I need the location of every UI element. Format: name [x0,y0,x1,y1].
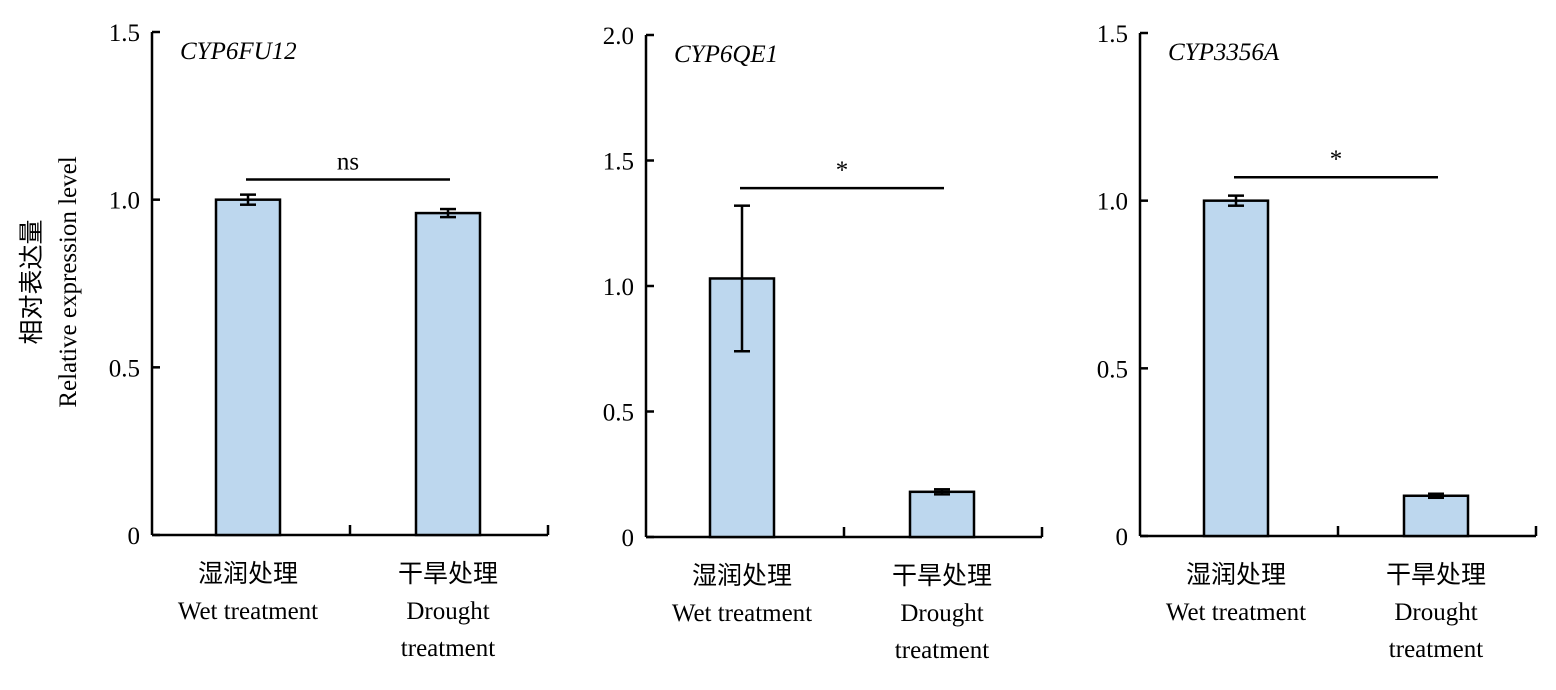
bar [414,211,482,537]
bar [1402,494,1470,538]
y-tick-label: 1.0 [109,188,140,215]
y-tick-label: 1.0 [1097,189,1128,216]
category-label: treatment [1389,636,1483,663]
category-label: treatment [401,635,495,662]
bar [908,490,976,539]
panel-title: CYP6QE1 [674,41,778,68]
y-tick-label: 1.5 [109,20,140,47]
significance-label: * [836,157,849,184]
panel-title: CYP6FU12 [180,38,297,65]
category-label: Drought [900,600,983,627]
category-label: treatment [895,637,989,664]
bar [1202,199,1270,538]
category-label: Drought [406,598,489,625]
category-label: 湿润处理 [692,562,792,590]
y-tick-label: 1.5 [603,149,634,176]
category-label: 湿润处理 [1186,561,1286,589]
y-tick-label: 0.5 [1097,356,1128,383]
category-label: Wet treatment [1166,599,1306,626]
category-label: 干旱处理 [1386,561,1486,589]
bar [214,198,282,537]
category-label: Drought [1394,599,1477,626]
category-label: 干旱处理 [398,560,498,588]
y-axis-label-cn: 相对表达量 [18,219,46,344]
y-tick-label: 2.0 [603,23,634,50]
significance-label: * [1330,146,1343,173]
y-tick-label: 1.0 [603,274,634,301]
y-axis-label-en: Relative expression level [55,156,82,407]
significance-label: ns [337,149,359,176]
category-label: Wet treatment [672,600,812,627]
y-tick-label: 0 [1116,524,1129,551]
y-tick-label: 0.5 [603,400,634,427]
y-tick-label: 0.5 [109,355,140,382]
y-tick-label: 0 [128,523,141,550]
category-label: 湿润处理 [198,560,298,588]
y-tick-label: 0 [622,525,635,552]
y-tick-label: 1.5 [1097,21,1128,48]
category-label: 干旱处理 [892,562,992,590]
panel-title: CYP3356A [1168,39,1280,66]
category-label: Wet treatment [178,598,318,625]
